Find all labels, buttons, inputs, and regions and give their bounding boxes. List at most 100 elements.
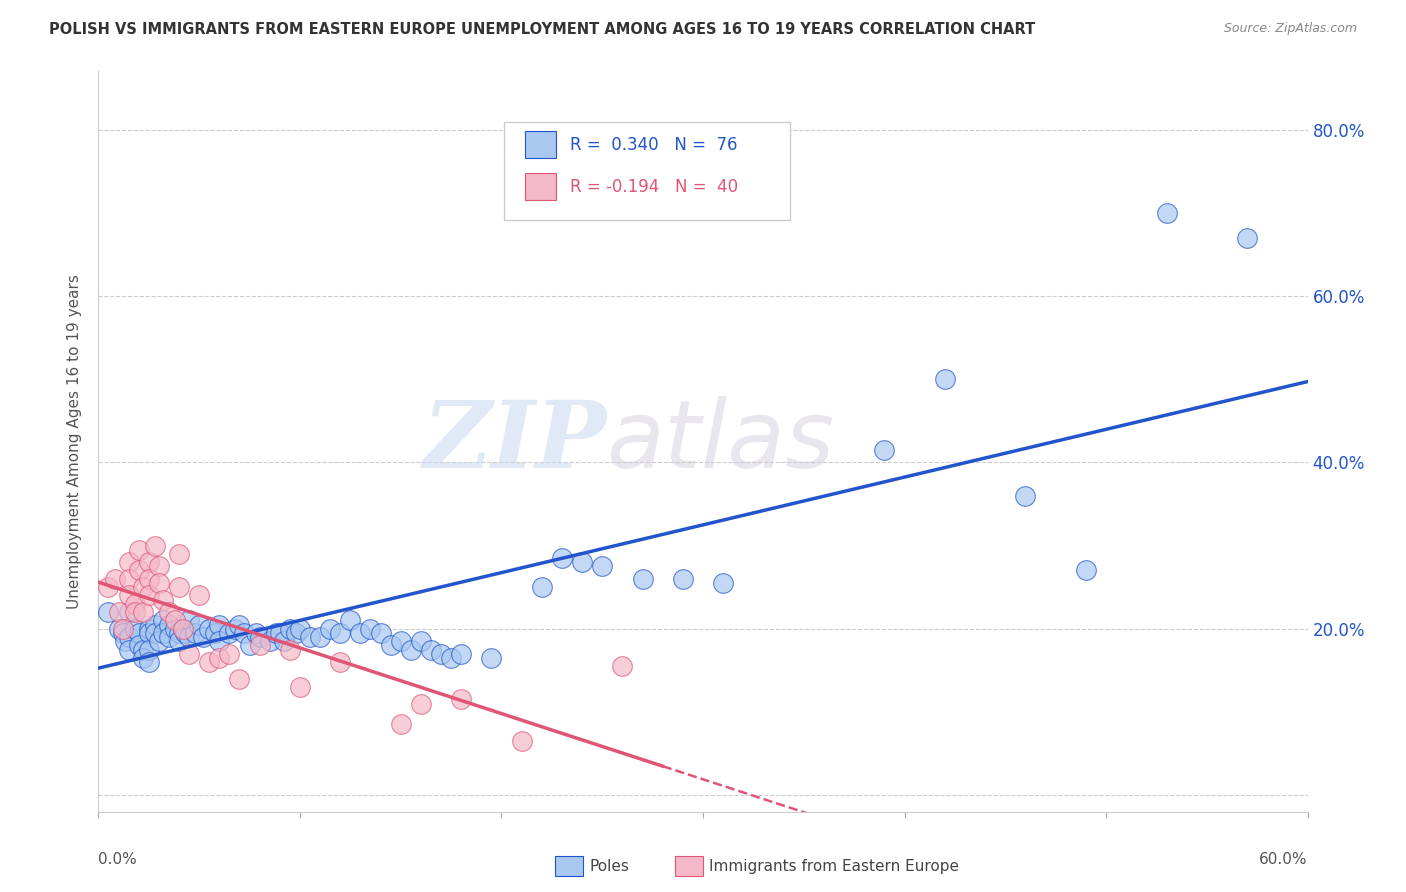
- Point: [172, 622, 194, 636]
- Point: [163, 614, 186, 628]
- Point: [591, 559, 613, 574]
- Point: [132, 650, 155, 665]
- Point: [269, 625, 291, 640]
- Point: [450, 647, 472, 661]
- Point: [389, 717, 412, 731]
- Point: [612, 659, 634, 673]
- Point: [124, 605, 146, 619]
- Point: [1074, 564, 1097, 578]
- Point: [118, 589, 141, 603]
- Point: [389, 634, 412, 648]
- Text: R = -0.194   N =  40: R = -0.194 N = 40: [569, 178, 738, 195]
- Point: [143, 617, 166, 632]
- Point: [208, 617, 231, 632]
- Point: [138, 655, 160, 669]
- Point: [132, 642, 155, 657]
- Point: [631, 572, 654, 586]
- Point: [128, 564, 150, 578]
- Point: [118, 555, 141, 569]
- Point: [228, 672, 250, 686]
- Point: [711, 576, 734, 591]
- Point: [198, 655, 221, 669]
- Text: atlas: atlas: [606, 396, 835, 487]
- Point: [245, 625, 267, 640]
- Point: [148, 576, 170, 591]
- Point: [288, 680, 311, 694]
- Point: [111, 622, 134, 636]
- Point: [450, 692, 472, 706]
- Point: [259, 634, 281, 648]
- Point: [138, 625, 160, 640]
- Point: [138, 642, 160, 657]
- Point: [179, 630, 201, 644]
- Point: [138, 622, 160, 636]
- Point: [1236, 231, 1258, 245]
- Point: [510, 734, 533, 748]
- Point: [873, 442, 896, 457]
- Point: [179, 614, 201, 628]
- Point: [399, 642, 422, 657]
- Text: Immigrants from Eastern Europe: Immigrants from Eastern Europe: [709, 859, 959, 873]
- Point: [481, 650, 503, 665]
- Text: POLISH VS IMMIGRANTS FROM EASTERN EUROPE UNEMPLOYMENT AMONG AGES 16 TO 19 YEARS : POLISH VS IMMIGRANTS FROM EASTERN EUROPE…: [49, 22, 1035, 37]
- Text: 60.0%: 60.0%: [1260, 853, 1308, 867]
- Point: [329, 655, 352, 669]
- Point: [409, 634, 432, 648]
- Point: [208, 634, 231, 648]
- Point: [360, 622, 382, 636]
- Point: [380, 638, 402, 652]
- Text: 0.0%: 0.0%: [98, 853, 138, 867]
- Point: [188, 589, 211, 603]
- Point: [430, 647, 453, 661]
- Point: [111, 625, 134, 640]
- Point: [571, 555, 593, 569]
- Point: [218, 647, 240, 661]
- Point: [551, 551, 574, 566]
- Point: [288, 622, 311, 636]
- Point: [188, 617, 211, 632]
- Point: [148, 559, 170, 574]
- Point: [143, 539, 166, 553]
- Point: [97, 605, 120, 619]
- Point: [1156, 206, 1178, 220]
- Point: [167, 634, 190, 648]
- Point: [128, 625, 150, 640]
- Point: [138, 572, 160, 586]
- Point: [329, 625, 352, 640]
- Point: [232, 625, 254, 640]
- Point: [132, 605, 155, 619]
- Point: [1014, 489, 1036, 503]
- Point: [103, 572, 125, 586]
- Point: [167, 580, 190, 594]
- Point: [118, 630, 141, 644]
- Point: [224, 622, 246, 636]
- Point: [409, 697, 432, 711]
- Point: [264, 625, 287, 640]
- Point: [934, 372, 956, 386]
- Point: [299, 630, 322, 644]
- Point: [148, 634, 170, 648]
- Point: [143, 625, 166, 640]
- Point: [278, 622, 301, 636]
- Point: [167, 625, 190, 640]
- Point: [319, 622, 342, 636]
- Point: [132, 580, 155, 594]
- Point: [420, 642, 443, 657]
- Point: [138, 555, 160, 569]
- Point: [309, 630, 332, 644]
- Point: [118, 642, 141, 657]
- Point: [107, 605, 129, 619]
- Point: [152, 614, 174, 628]
- Point: [172, 622, 194, 636]
- Point: [184, 625, 207, 640]
- Y-axis label: Unemployment Among Ages 16 to 19 years: Unemployment Among Ages 16 to 19 years: [67, 274, 83, 609]
- Point: [204, 625, 226, 640]
- Point: [128, 542, 150, 557]
- Point: [672, 572, 695, 586]
- Point: [208, 650, 231, 665]
- Point: [249, 630, 271, 644]
- Point: [97, 580, 120, 594]
- Point: [370, 625, 392, 640]
- Point: [114, 634, 136, 648]
- Point: [198, 622, 221, 636]
